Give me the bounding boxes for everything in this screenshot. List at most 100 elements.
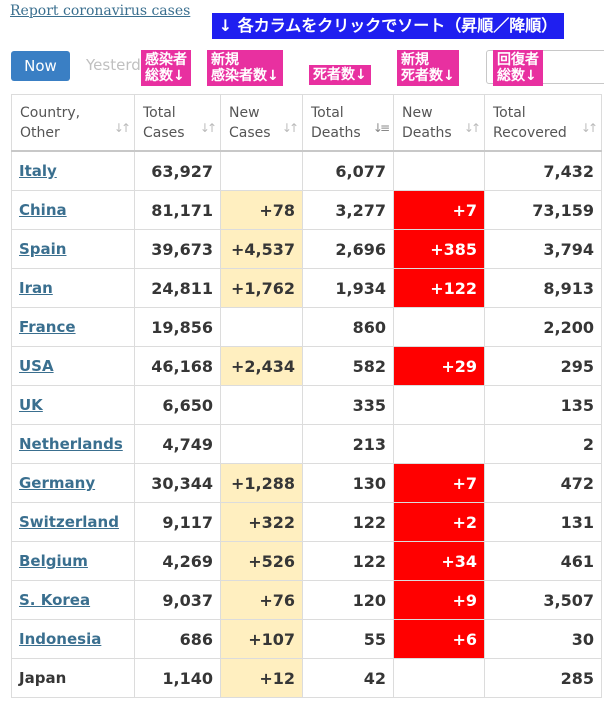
total-recovered-cell: 285	[484, 658, 602, 698]
country-link[interactable]: France	[19, 318, 76, 336]
total-cases-cell: 4,749	[134, 424, 221, 464]
table-row: Netherlands 4,749 213 2	[11, 424, 602, 464]
column-header-total-cases[interactable]: Total Cases ↓↑	[134, 94, 221, 152]
table-row: USA 46,168 +2,434 582 +29 295	[11, 346, 602, 386]
total-recovered-cell: 2	[484, 424, 602, 464]
country-cell: Indonesia	[11, 619, 135, 659]
total-cases-cell: 63,927	[134, 150, 221, 191]
total-deaths-cell: 55	[302, 619, 394, 659]
new-cases-cell: +322	[220, 502, 303, 542]
total-cases-cell: 6,650	[134, 385, 221, 425]
sort-desc-icon: ↓≡	[372, 121, 390, 135]
total-cases-cell: 4,269	[134, 541, 221, 581]
country-name: Japan	[19, 669, 67, 687]
total-recovered-cell: 8,913	[484, 268, 602, 308]
country-link[interactable]: Italy	[19, 162, 57, 180]
new-cases-cell: +12	[220, 658, 303, 698]
country-link[interactable]: Germany	[19, 474, 96, 492]
new-cases-cell	[220, 150, 303, 191]
country-link[interactable]: USA	[19, 357, 54, 375]
table-row: Germany 30,344 +1,288 130 +7 472	[11, 463, 602, 503]
new-deaths-cell: +2	[393, 502, 485, 542]
new-cases-cell: +78	[220, 190, 303, 230]
table-row: S. Korea 9,037 +76 120 +9 3,507	[11, 580, 602, 620]
total-cases-cell: 30,344	[134, 463, 221, 503]
new-deaths-cell: +122	[393, 268, 485, 308]
country-cell: USA	[11, 346, 135, 386]
sort-icon: ↓↑	[113, 121, 131, 135]
total-recovered-cell: 73,159	[484, 190, 602, 230]
new-deaths-cell: +6	[393, 619, 485, 659]
country-link[interactable]: Indonesia	[19, 630, 102, 648]
country-cell: UK	[11, 385, 135, 425]
new-cases-cell: +1,288	[220, 463, 303, 503]
total-cases-cell: 9,037	[134, 580, 221, 620]
sort-icon: ↓↑	[580, 121, 598, 135]
total-recovered-cell: 135	[484, 385, 602, 425]
total-cases-cell: 9,117	[134, 502, 221, 542]
country-cell: Iran	[11, 268, 135, 308]
column-header-country[interactable]: Country, Other ↓↑	[11, 94, 135, 152]
tab-now[interactable]: Now	[11, 51, 70, 81]
total-cases-cell: 39,673	[134, 229, 221, 269]
column-header-total-recovered[interactable]: Total Recovered ↓↑	[484, 94, 602, 152]
country-link[interactable]: S. Korea	[19, 591, 91, 609]
total-deaths-cell: 213	[302, 424, 394, 464]
total-recovered-cell: 2,200	[484, 307, 602, 347]
table-row: France 19,856 860 2,200	[11, 307, 602, 347]
annotation-new-deaths: 新規 死者数↓	[397, 50, 459, 86]
new-deaths-cell	[393, 658, 485, 698]
total-cases-cell: 24,811	[134, 268, 221, 308]
country-cell: China	[11, 190, 135, 230]
new-deaths-cell: +385	[393, 229, 485, 269]
country-link[interactable]: UK	[19, 396, 43, 414]
column-label: Total Recovered	[493, 104, 567, 141]
new-deaths-cell	[393, 424, 485, 464]
column-label: New Deaths	[402, 104, 452, 141]
column-header-total-deaths[interactable]: Total Deaths ↓≡	[302, 94, 394, 152]
country-link[interactable]: Belgium	[19, 552, 88, 570]
new-deaths-cell	[393, 150, 485, 191]
table-row: Iran 24,811 +1,762 1,934 +122 8,913	[11, 268, 602, 308]
total-recovered-cell: 131	[484, 502, 602, 542]
column-label: New Cases	[229, 104, 271, 141]
table-row: Japan 1,140 +12 42 285	[11, 658, 602, 698]
table-row: UK 6,650 335 135	[11, 385, 602, 425]
total-deaths-cell: 42	[302, 658, 394, 698]
column-header-new-cases[interactable]: New Cases ↓↑	[220, 94, 303, 152]
sort-icon: ↓↑	[281, 121, 299, 135]
total-cases-cell: 1,140	[134, 658, 221, 698]
column-header-new-deaths[interactable]: New Deaths ↓↑	[393, 94, 485, 152]
annotation-total-recovered: 回復者 総数↓	[493, 50, 543, 86]
table-row: Indonesia 686 +107 55 +6 30	[11, 619, 602, 659]
country-link[interactable]: Switzerland	[19, 513, 119, 531]
total-recovered-cell: 461	[484, 541, 602, 581]
table-row: Belgium 4,269 +526 122 +34 461	[11, 541, 602, 581]
total-deaths-cell: 130	[302, 463, 394, 503]
country-cell: Switzerland	[11, 502, 135, 542]
new-deaths-cell: +34	[393, 541, 485, 581]
country-link[interactable]: Netherlands	[19, 435, 123, 453]
total-cases-cell: 81,171	[134, 190, 221, 230]
new-deaths-cell: +9	[393, 580, 485, 620]
country-cell: Spain	[11, 229, 135, 269]
country-link[interactable]: Spain	[19, 240, 67, 258]
total-cases-cell: 686	[134, 619, 221, 659]
total-deaths-cell: 120	[302, 580, 394, 620]
table-row: Spain 39,673 +4,537 2,696 +385 3,794	[11, 229, 602, 269]
new-deaths-cell: +29	[393, 346, 485, 386]
total-recovered-cell: 7,432	[484, 150, 602, 191]
column-label: Total Cases	[143, 104, 185, 141]
total-cases-cell: 46,168	[134, 346, 221, 386]
total-recovered-cell: 3,507	[484, 580, 602, 620]
country-link[interactable]: Iran	[19, 279, 53, 297]
new-cases-cell: +4,537	[220, 229, 303, 269]
column-label: Country, Other	[20, 104, 81, 141]
country-link[interactable]: China	[19, 201, 67, 219]
report-cases-link[interactable]: Report coronavirus cases	[10, 3, 191, 19]
new-cases-cell: +107	[220, 619, 303, 659]
total-recovered-cell: 30	[484, 619, 602, 659]
tab-yesterday[interactable]: Yesterd	[86, 56, 141, 74]
total-recovered-cell: 295	[484, 346, 602, 386]
country-cell: France	[11, 307, 135, 347]
